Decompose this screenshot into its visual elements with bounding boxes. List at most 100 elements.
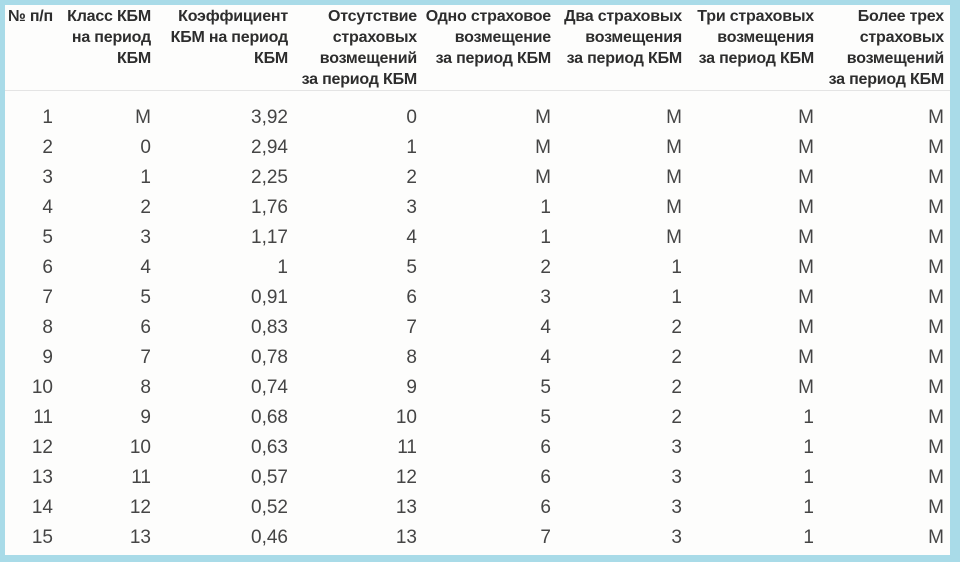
table-cell: 3,92 bbox=[251, 107, 288, 128]
table-cell: М bbox=[928, 197, 944, 218]
table-cell: 2 bbox=[671, 377, 682, 398]
table-cell: М bbox=[928, 377, 944, 398]
column-header: Два страховых возмещения за период КБМ bbox=[551, 5, 682, 91]
table-cell: 2 bbox=[671, 317, 682, 338]
table-cell: 1 bbox=[671, 287, 682, 308]
table-cell: 2 bbox=[540, 257, 551, 278]
table-row: 8 6 0,83 7 4 2 М М bbox=[5, 313, 950, 343]
table-cell: 0,52 bbox=[251, 497, 288, 518]
table-cell: 13 bbox=[395, 527, 417, 548]
table-cell: М bbox=[798, 257, 814, 278]
table-cell: 2 bbox=[140, 197, 151, 218]
table-cell: М bbox=[798, 197, 814, 218]
table-row: 11 9 0,68 10 5 2 1 М bbox=[5, 403, 950, 433]
table-cell: 0,46 bbox=[251, 527, 288, 548]
table-cell: 10 bbox=[31, 377, 53, 398]
table-cell: М bbox=[535, 107, 551, 128]
column-header: Более трех страховых возмещений за перио… bbox=[814, 5, 950, 91]
table-row: 15 13 0,46 13 7 3 1 М bbox=[5, 523, 950, 553]
table-cell: 1,76 bbox=[251, 197, 288, 218]
table-cell: 4 bbox=[406, 227, 417, 248]
table-cell: 7 bbox=[406, 317, 417, 338]
table-cell: М bbox=[535, 137, 551, 158]
table-cell: 1 bbox=[540, 197, 551, 218]
table-cell: 6 bbox=[540, 437, 551, 458]
table-cell: 1 bbox=[277, 257, 288, 278]
table-cell: 0,74 bbox=[251, 377, 288, 398]
table-cell: 3 bbox=[671, 437, 682, 458]
table-cell: М bbox=[666, 107, 682, 128]
column-header: Отсутствие страховых возмещений за перио… bbox=[288, 5, 417, 91]
table-cell: 10 bbox=[129, 437, 151, 458]
table-cell: М bbox=[798, 227, 814, 248]
table-cell: М bbox=[928, 167, 944, 188]
table-body: 1 М 3,92 0 М М М М 2 0 2,94 1 М М М М 3 1 2,25 2 М М М М 4 2 1,76 3… bbox=[5, 91, 950, 554]
table-cell: 8 bbox=[42, 317, 53, 338]
table-cell: 4 bbox=[140, 257, 151, 278]
table-cell: М bbox=[798, 167, 814, 188]
table-cell: 3 bbox=[671, 527, 682, 548]
table-cell: М bbox=[928, 287, 944, 308]
table-cell: М bbox=[928, 527, 944, 548]
table-cell: 1 bbox=[671, 257, 682, 278]
kbm-table: № п/п Класс КБМ на период КБМ Коэффициент … bbox=[5, 5, 950, 553]
table-cell: М bbox=[798, 347, 814, 368]
table-cell: 6 bbox=[406, 287, 417, 308]
table-cell: М bbox=[928, 257, 944, 278]
table-row: 4 2 1,76 3 1 М М М bbox=[5, 193, 950, 223]
table-row: 6 4 1 5 2 1 М М bbox=[5, 253, 950, 283]
table-cell: 5 bbox=[540, 377, 551, 398]
table-cell: М bbox=[798, 377, 814, 398]
table-cell: М bbox=[928, 107, 944, 128]
table-cell: 7 bbox=[42, 287, 53, 308]
table-cell: 1 bbox=[803, 497, 814, 518]
table-cell: 1 bbox=[140, 167, 151, 188]
table-cell: М bbox=[666, 167, 682, 188]
table-cell: 3 bbox=[671, 467, 682, 488]
table-row: 9 7 0,78 8 4 2 М М bbox=[5, 343, 950, 373]
table-cell: 3 bbox=[540, 287, 551, 308]
table-cell: 3 bbox=[140, 227, 151, 248]
column-header: Класс КБМ на период КБМ bbox=[53, 5, 151, 91]
table-row: 10 8 0,74 9 5 2 М М bbox=[5, 373, 950, 403]
table-cell: М bbox=[666, 197, 682, 218]
table-cell: М bbox=[928, 137, 944, 158]
table-cell: 1 bbox=[803, 527, 814, 548]
table-cell: 0,68 bbox=[251, 407, 288, 428]
table-row: 14 12 0,52 13 6 3 1 М bbox=[5, 493, 950, 523]
table-cell: М bbox=[798, 287, 814, 308]
table-cell: М bbox=[928, 347, 944, 368]
table-row: 12 10 0,63 11 6 3 1 М bbox=[5, 433, 950, 463]
table-cell: 2,94 bbox=[251, 137, 288, 158]
header-row: № п/п Класс КБМ на период КБМ Коэффициент … bbox=[5, 5, 950, 91]
table-cell: М bbox=[666, 137, 682, 158]
table-cell: 7 bbox=[540, 527, 551, 548]
table-row: 7 5 0,91 6 3 1 М М bbox=[5, 283, 950, 313]
table-cell: М bbox=[928, 467, 944, 488]
column-header: Одно страховое возмещение за период КБМ bbox=[417, 5, 551, 91]
table-cell: 4 bbox=[42, 197, 53, 218]
table-cell: 5 bbox=[406, 257, 417, 278]
table-cell: М bbox=[928, 227, 944, 248]
table-cell: 9 bbox=[406, 377, 417, 398]
table-cell: 2,25 bbox=[251, 167, 288, 188]
table-cell: 11 bbox=[397, 437, 417, 458]
table-cell: 1 bbox=[803, 407, 814, 428]
table-row: 3 1 2,25 2 М М М М bbox=[5, 163, 950, 193]
table-cell: 3 bbox=[671, 497, 682, 518]
table-row: 1 М 3,92 0 М М М М bbox=[5, 91, 950, 134]
table-cell: 6 bbox=[540, 497, 551, 518]
table-cell: 12 bbox=[395, 467, 417, 488]
table-cell: М bbox=[135, 107, 151, 128]
column-header: Коэффициент КБМ на период КБМ bbox=[151, 5, 288, 91]
table-cell: 5 bbox=[540, 407, 551, 428]
table-cell: М bbox=[666, 227, 682, 248]
table-cell: 5 bbox=[140, 287, 151, 308]
table-cell: 0,78 bbox=[251, 347, 288, 368]
table-cell: 9 bbox=[42, 347, 53, 368]
table-cell: 13 bbox=[129, 527, 151, 548]
table-header: № п/п Класс КБМ на период КБМ Коэффициент … bbox=[5, 5, 950, 91]
table-cell: М bbox=[535, 167, 551, 188]
column-header: № п/п bbox=[5, 5, 53, 91]
